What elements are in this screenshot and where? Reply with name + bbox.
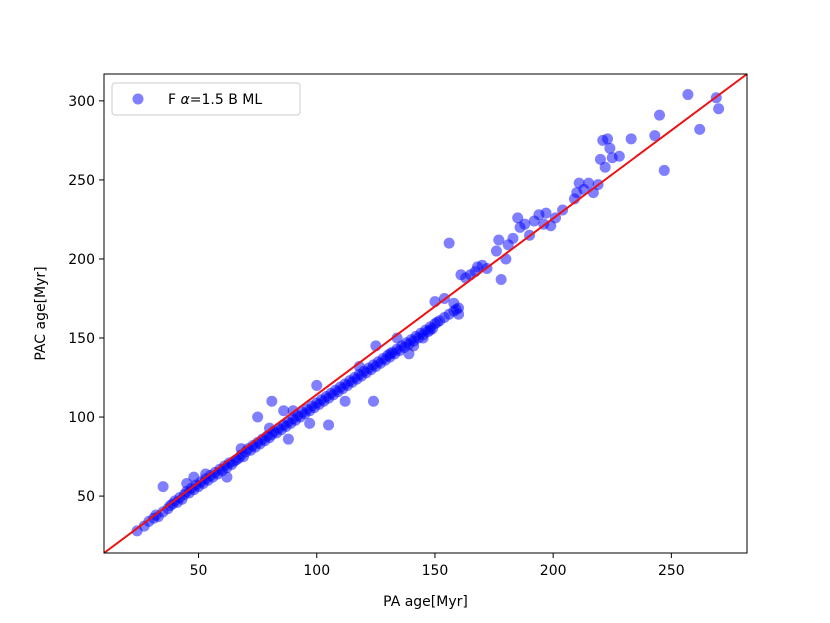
data-point-147 <box>403 348 415 360</box>
data-point-178 <box>540 207 552 219</box>
data-point-195 <box>613 150 625 162</box>
y-tick-label: 150 <box>68 331 95 347</box>
data-point-168 <box>500 253 512 265</box>
data-point-193 <box>604 142 616 154</box>
data-point-173 <box>519 218 531 230</box>
data-point-141 <box>339 395 351 407</box>
data-point-166 <box>493 234 505 246</box>
y-tick-label: 50 <box>77 489 95 505</box>
legend-label-suffix: =1.5 B ML <box>190 92 263 108</box>
legend: F α=1.5 B ML <box>111 82 301 116</box>
legend-label-alpha: α <box>181 92 191 108</box>
data-point-150 <box>424 324 436 336</box>
data-point-143 <box>367 395 379 407</box>
data-point-139 <box>311 379 323 391</box>
data-point-77 <box>304 417 316 429</box>
data-point-196 <box>625 133 637 145</box>
y-tick-label: 200 <box>68 252 95 268</box>
x-axis-label: PA age[Myr] <box>383 594 468 610</box>
data-point-149 <box>417 332 429 344</box>
data-point-170 <box>507 232 519 244</box>
data-point-154 <box>443 237 455 249</box>
reference-line <box>103 73 748 554</box>
y-axis-label: PAC age[Myr] <box>33 266 49 360</box>
data-point-140 <box>323 419 335 431</box>
data-point-191 <box>599 161 611 173</box>
y-tick-label: 300 <box>68 94 95 110</box>
data-point-199 <box>658 164 670 176</box>
data-point-192 <box>602 133 614 145</box>
legend-label: F α=1.5 B ML <box>168 92 262 108</box>
data-point-148 <box>408 340 420 352</box>
data-point-152 <box>431 316 443 328</box>
legend-label-prefix: F <box>168 92 181 108</box>
legend-box <box>111 82 301 116</box>
data-point-7 <box>157 481 169 493</box>
data-point-138 <box>278 405 290 417</box>
data-point-197 <box>649 130 661 142</box>
plot-frame <box>103 73 748 554</box>
legend-marker <box>132 93 144 105</box>
data-point-66 <box>282 433 294 445</box>
data-point-137 <box>266 395 278 407</box>
data-point-201 <box>694 123 706 135</box>
x-tick-label: 150 <box>422 563 449 579</box>
data-point-36 <box>221 471 233 483</box>
data-point-136 <box>252 411 264 423</box>
data-point-145 <box>384 348 396 360</box>
data-point-186 <box>583 177 595 189</box>
x-tick-label: 100 <box>303 563 330 579</box>
data-point-198 <box>654 109 666 121</box>
x-tick-label: 50 <box>190 563 208 579</box>
data-point-200 <box>682 89 694 101</box>
x-tick-label: 200 <box>540 563 567 579</box>
data-point-189 <box>594 153 606 165</box>
y-axis-ticks: 50 100 150 200 250 300 <box>68 94 104 505</box>
data-point-171 <box>512 212 524 224</box>
x-tick-label: 250 <box>658 563 685 579</box>
data-point-203 <box>713 103 725 115</box>
data-point-146 <box>391 332 403 344</box>
data-point-157 <box>453 308 465 320</box>
data-point-165 <box>490 245 502 257</box>
data-point-167 <box>495 274 507 286</box>
x-axis-ticks: 50 100 150 200 250 <box>190 553 685 579</box>
y-tick-label: 250 <box>68 173 95 189</box>
y-tick-label: 100 <box>68 410 95 426</box>
